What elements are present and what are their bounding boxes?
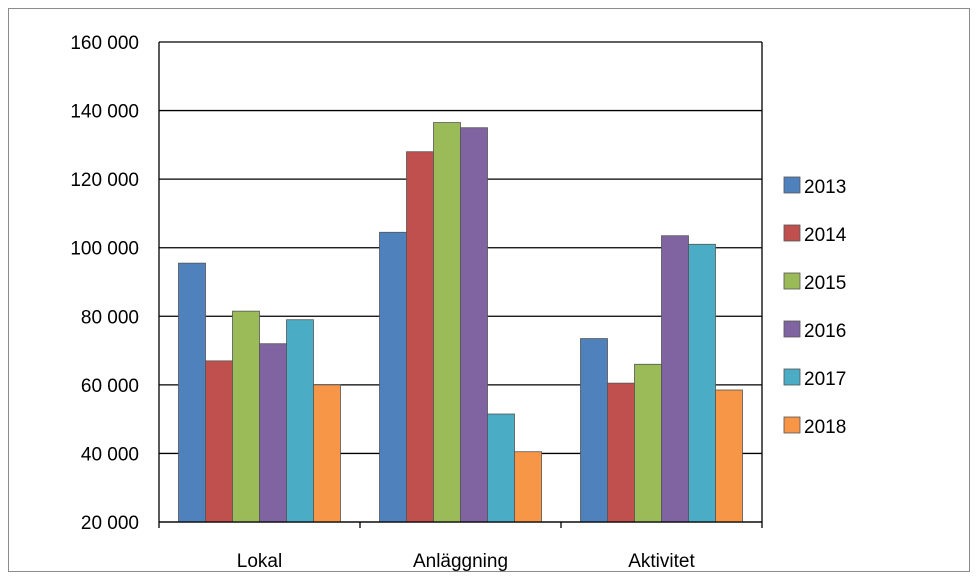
legend-swatch-2014 (783, 224, 801, 242)
y-tick-label: 140 000 (70, 102, 139, 123)
category-label: Anläggning (413, 551, 508, 572)
bar-2018-anläggning (514, 451, 542, 523)
bar-2016-lokal (259, 343, 287, 523)
bar-2018-aktivitet (715, 389, 743, 523)
bar-2014-anläggning (406, 151, 434, 523)
bar-2017-lokal (286, 319, 314, 523)
bar-2016-aktivitet (661, 235, 689, 523)
y-tick-label: 100 000 (70, 239, 139, 260)
bar-2017-anläggning (487, 413, 515, 523)
legend-label: 2014 (804, 225, 847, 246)
category-labels: Lokal Anläggning Aktivitet (237, 551, 696, 572)
y-tick-labels: 20 000 40 000 60 000 80 000 100 000 120 000 14… (70, 33, 139, 534)
legend-label: 2017 (804, 369, 846, 390)
bar-2018-lokal (313, 384, 341, 523)
bar-2017-aktivitet (688, 243, 716, 523)
bar-chart: 20 000 40 000 60 000 80 000 100 000 120 000 14… (70, 33, 847, 572)
bar-2014-aktivitet (607, 382, 635, 523)
legend-swatch-2015 (783, 272, 801, 290)
y-tick-label: 20 000 (81, 513, 139, 534)
y-tick-label: 80 000 (81, 307, 139, 328)
chart-frame: 20 000 40 000 60 000 80 000 100 000 120 000 14… (8, 8, 970, 572)
bar-2013-aktivitet (580, 338, 608, 523)
y-tick-label: 40 000 (81, 444, 139, 465)
category-label: Lokal (237, 551, 282, 572)
bar-2013-anläggning (379, 231, 407, 523)
legend-swatch-2017 (783, 368, 801, 386)
axes (158, 42, 763, 528)
legend-swatch-2018 (783, 416, 801, 434)
legend-label: 2013 (804, 177, 846, 198)
legend-swatch-2016 (783, 320, 801, 338)
legend: 2013 2014 2015 2016 2017 2018 (783, 176, 847, 438)
bar-2015-lokal (232, 310, 260, 523)
bar-2016-anläggning (460, 127, 488, 523)
bar-2015-anläggning (433, 122, 461, 523)
bars (178, 122, 743, 523)
bar-2015-aktivitet (634, 363, 662, 523)
bar-2013-lokal (178, 262, 206, 523)
y-tick-label: 120 000 (70, 170, 139, 191)
legend-label: 2018 (804, 417, 846, 438)
y-tick-label: 60 000 (81, 376, 139, 397)
y-tick-label: 160 000 (70, 33, 139, 54)
bar-2014-lokal (205, 360, 233, 523)
legend-swatch-2013 (783, 176, 801, 194)
legend-label: 2015 (804, 273, 846, 294)
category-label: Aktivitet (628, 551, 695, 572)
legend-label: 2016 (804, 321, 846, 342)
